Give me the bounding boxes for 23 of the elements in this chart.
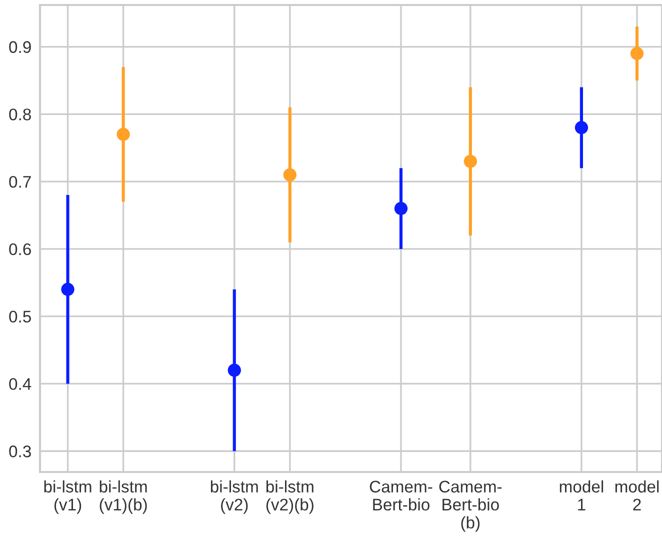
- point: [228, 364, 241, 377]
- x-tick-label: model 1: [560, 480, 604, 510]
- x-tick-label: bi-lstm (v2)(b): [266, 480, 314, 514]
- y-tick-label: 0.6: [9, 243, 31, 256]
- x-tick-label: bi-lstm (v1): [44, 480, 92, 514]
- x-tick-label: bi-lstm (v1)(b): [100, 480, 147, 514]
- point: [574, 121, 588, 134]
- x-tick-label: Camem- Bert-bio (b): [439, 480, 502, 532]
- y-tick-label: 0.5: [9, 310, 31, 323]
- point: [283, 168, 296, 182]
- y-tick-label: 0.8: [9, 108, 31, 120]
- y-tick-label: 0.3: [9, 446, 31, 458]
- point: [464, 154, 477, 168]
- point: [116, 128, 130, 141]
- y-tick-label: 0.9: [9, 41, 31, 53]
- x-tick-label: bi-lstm (v2): [210, 480, 258, 514]
- y-tick-label: 0.4: [9, 378, 32, 390]
- y-tick-label: 0.7: [9, 176, 31, 188]
- point: [394, 202, 408, 216]
- x-tick-label: model 2: [615, 480, 659, 510]
- x-tick-label: Camem- Bert-bio: [370, 480, 432, 511]
- point: [61, 282, 74, 296]
- point: [630, 46, 644, 60]
